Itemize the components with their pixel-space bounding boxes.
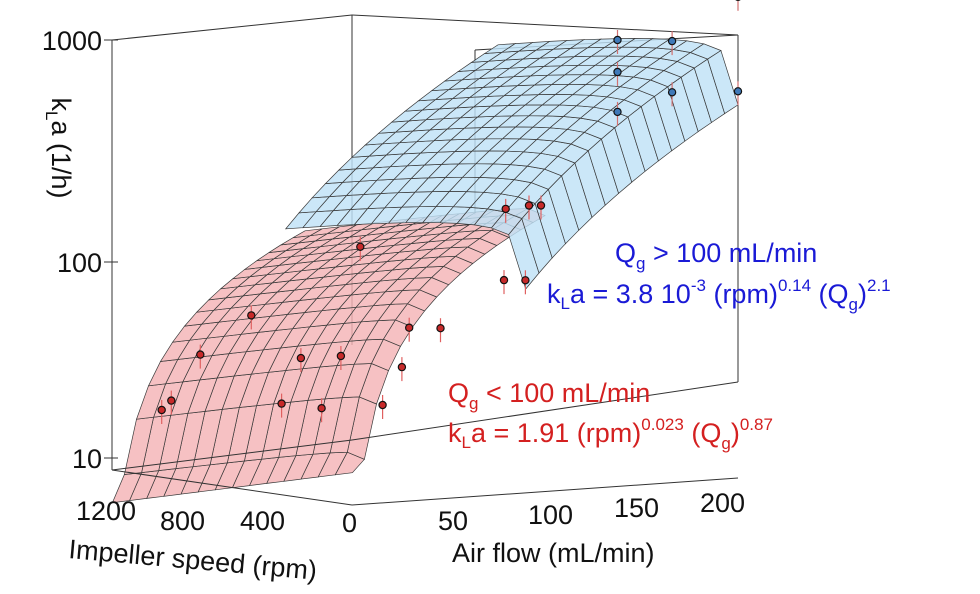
z-axis-title: kLa (1/h) — [42, 97, 76, 198]
surface-1 — [284, 38, 739, 290]
high-flow-equation: kLa = 3.8 10-3 (rpm)0.14 (Qg)2.1 — [547, 276, 891, 314]
surface-cell — [292, 228, 323, 239]
annotation-high-flow: Qg > 100 mL/min kLa = 3.8 10-3 (rpm)0.14… — [547, 238, 891, 314]
data-point — [499, 275, 509, 285]
data-point — [378, 400, 387, 410]
box-floor-lines — [111, 381, 739, 506]
data-point — [524, 201, 534, 210]
y-tick-150: 150 — [614, 493, 659, 523]
data-point — [296, 353, 306, 363]
z-tick-1000: 1000 — [42, 26, 102, 56]
data-point — [277, 399, 286, 408]
data-point — [536, 201, 546, 210]
data-point — [356, 242, 365, 251]
data-point — [733, 87, 743, 96]
y-tick-50: 50 — [438, 506, 468, 536]
data-point — [613, 107, 622, 117]
data-point — [613, 67, 622, 77]
data-point — [157, 405, 166, 415]
y-tick-200: 200 — [700, 488, 745, 518]
data-point — [405, 323, 414, 332]
data-point — [196, 350, 205, 359]
y-axis-title: Air flow (mL/min) — [452, 538, 655, 568]
data-point — [317, 404, 326, 413]
x-axis: 1200 800 400 0 Impeller speed (rpm) — [67, 496, 357, 586]
data-points-layer — [157, 0, 743, 424]
x-tick-0: 0 — [342, 508, 357, 538]
data-point — [521, 276, 530, 285]
annotation-low-flow: Qg < 100 mL/min kLa = 1.91 (rpm)0.023 (Q… — [448, 378, 773, 453]
data-point — [613, 35, 622, 45]
data-point — [667, 88, 677, 97]
surface-0 — [111, 208, 546, 504]
data-point — [336, 351, 346, 361]
high-flow-condition: Qg > 100 mL/min — [615, 238, 817, 273]
surface-cell — [483, 43, 517, 54]
low-flow-equation: kLa = 1.91 (rpm)0.023 (Qg)0.87 — [448, 415, 773, 453]
x-tick-1200: 1200 — [76, 496, 136, 526]
z-tick-100: 100 — [57, 248, 102, 278]
data-point — [501, 204, 510, 214]
surfaces-layer — [111, 38, 739, 504]
data-point — [167, 396, 176, 405]
z-axis: 1000 100 10 kLa (1/h) — [42, 26, 118, 474]
x-tick-800: 800 — [160, 506, 205, 536]
data-point — [436, 324, 445, 333]
y-tick-100: 100 — [528, 500, 573, 530]
x-tick-400: 400 — [240, 506, 285, 536]
data-point — [247, 311, 256, 320]
z-tick-10: 10 — [72, 444, 102, 474]
data-point — [667, 36, 677, 46]
data-point — [397, 362, 407, 372]
y-axis: 50 100 150 200 Air flow (mL/min) — [438, 488, 745, 568]
low-flow-condition: Qg < 100 mL/min — [448, 378, 650, 413]
x-axis-title: Impeller speed (rpm) — [67, 534, 318, 586]
